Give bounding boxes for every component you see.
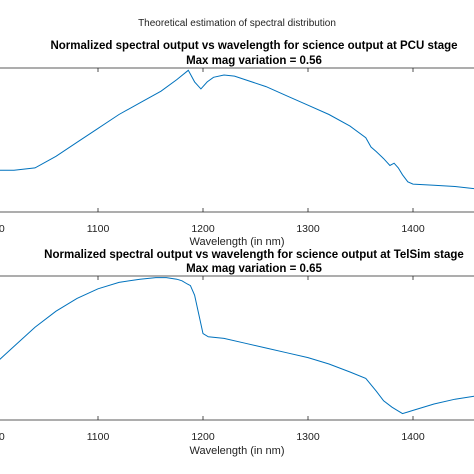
axis-box	[0, 67, 474, 213]
chart-panel-telsim: Normalized spectral output vs wavelength…	[0, 249, 474, 457]
x-tick-label: 1000	[0, 431, 5, 443]
x-axis-label: Wavelength (in nm)	[190, 236, 285, 248]
x-tick-label: 1100	[87, 223, 110, 235]
chart-panel-pcu: Normalized spectral output vs wavelength…	[0, 40, 474, 248]
series-line-pcu	[0, 69, 474, 190]
axis-box	[0, 275, 474, 421]
x-tick-label: 1200	[191, 431, 215, 443]
series-line-telsim	[0, 277, 474, 415]
x-tick-label: 1100	[87, 431, 110, 443]
x-tick-labels: 100011001200130014001500	[0, 431, 425, 443]
panel-title-line2: Max mag variation = 0.65	[186, 263, 322, 275]
panel-title-line2: Max mag variation = 0.56	[186, 55, 322, 67]
x-tick-label: 1000	[0, 223, 5, 235]
x-tick-label: 1300	[296, 431, 320, 443]
x-tick-label: 1300	[296, 223, 320, 235]
x-tick-label: 1400	[401, 223, 425, 235]
x-axis-ticks	[97, 276, 414, 420]
panel-title-line1: Normalized spectral output vs wavelength…	[50, 40, 457, 52]
figure-title: Theoretical estimation of spectral distr…	[138, 18, 336, 29]
panel-title-line1: Normalized spectral output vs wavelength…	[44, 249, 464, 261]
x-tick-label: 1400	[401, 431, 425, 443]
x-axis-label: Wavelength (in nm)	[190, 445, 285, 457]
x-tick-labels: 100011001200130014001500	[0, 223, 425, 235]
x-tick-label: 1200	[191, 223, 215, 235]
x-axis-ticks	[97, 68, 414, 212]
